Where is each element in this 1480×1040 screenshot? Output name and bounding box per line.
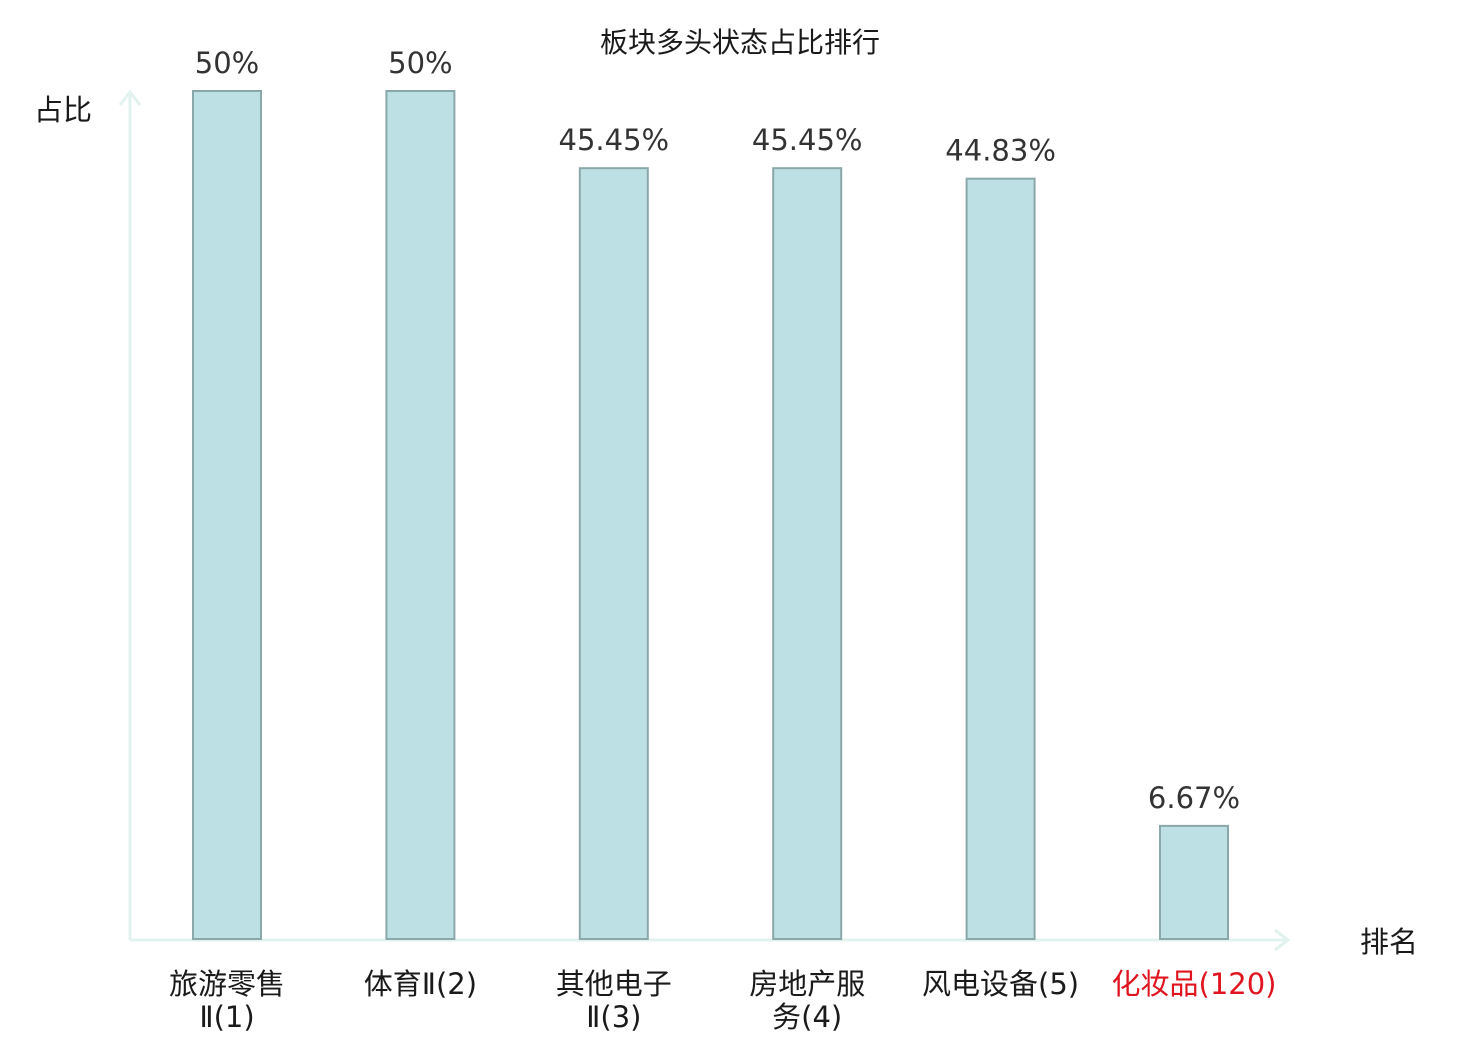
category-label-line: 务(4) [772, 1000, 842, 1034]
category-label-line: 其他电子 [556, 967, 672, 1001]
bar [1159, 824, 1229, 940]
category-label: 风电设备(5) [922, 967, 1079, 1001]
bar [578, 167, 649, 940]
bar [965, 177, 1036, 940]
category-label-line: Ⅱ(3) [586, 1000, 641, 1034]
category-label-line: 房地产服 [749, 967, 865, 1001]
bar-value-label: 45.45% [752, 123, 863, 157]
bar-value-label: 45.45% [559, 123, 670, 157]
chart-title: 板块多头状态占比排行 [600, 26, 880, 59]
y-axis-arrow [118, 89, 142, 106]
category-label-line: 体育Ⅱ(2) [364, 967, 477, 1001]
x-axis-arrow [1274, 928, 1291, 952]
category-label: 其他电子 Ⅱ(3) [556, 967, 672, 1034]
category-label-line: 化妆品(120) [1112, 967, 1277, 1001]
category-label: 旅游零售 Ⅱ(1) [169, 967, 285, 1034]
bar [385, 90, 456, 940]
category-label: 化妆品(120) [1112, 967, 1277, 1001]
category-label: 体育Ⅱ(2) [364, 967, 477, 1001]
category-label-group: 旅游零售 Ⅱ(1) 体育Ⅱ(2) 其他电子 Ⅱ(3) 房地产服务(4) 风电设备(5) 化妆品… [169, 967, 1277, 1034]
bar-value-label: 44.83% [945, 134, 1056, 168]
chart-axes [118, 89, 1291, 952]
bar-group [192, 90, 1229, 940]
bar [772, 167, 843, 940]
category-label-line: 风电设备(5) [922, 967, 1079, 1001]
y-axis-label: 占比 [34, 93, 92, 127]
bar [192, 90, 262, 940]
category-label-line: Ⅱ(1) [199, 1000, 254, 1034]
bar-value-label: 6.67% [1148, 781, 1240, 815]
bar-value-label: 50% [195, 46, 259, 80]
bar-value-label: 50% [388, 46, 452, 80]
x-axis-label: 排名 [1360, 925, 1418, 959]
value-label-group: 50% 50% 45.45% 45.45% 44.83% 6.67% [195, 46, 1240, 815]
category-label-line: 旅游零售 [169, 967, 285, 1001]
category-label: 房地产服务(4) [749, 967, 865, 1034]
